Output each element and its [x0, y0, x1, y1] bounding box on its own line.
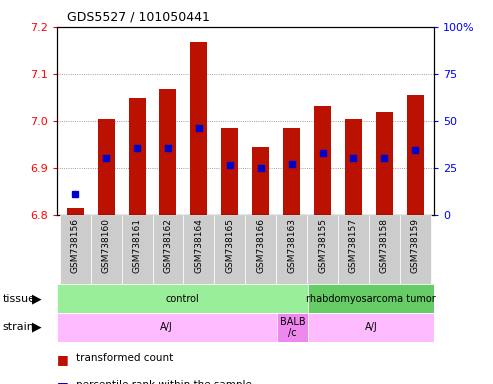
Bar	[57, 284, 308, 313]
Bar	[252, 147, 269, 215]
Text: GSM738160: GSM738160	[102, 218, 110, 273]
Text: GSM738159: GSM738159	[411, 218, 420, 273]
Bar	[283, 128, 300, 215]
Text: GSM738157: GSM738157	[349, 218, 358, 273]
Bar	[152, 215, 183, 284]
Text: GSM738155: GSM738155	[318, 218, 327, 273]
Bar	[214, 215, 245, 284]
Text: GSM738156: GSM738156	[70, 218, 80, 273]
Bar	[122, 215, 152, 284]
Bar	[277, 313, 308, 342]
Bar	[338, 215, 369, 284]
Text: GDS5527 / 101050441: GDS5527 / 101050441	[67, 10, 210, 23]
Bar	[129, 98, 145, 215]
Bar	[407, 95, 424, 215]
Text: GSM738161: GSM738161	[133, 218, 141, 273]
Bar	[308, 284, 434, 313]
Text: ■: ■	[57, 380, 69, 384]
Text: rhabdomyosarcoma tumor: rhabdomyosarcoma tumor	[306, 293, 436, 304]
Bar	[276, 215, 307, 284]
Bar	[308, 313, 434, 342]
Bar	[190, 42, 208, 215]
Bar	[221, 128, 238, 215]
Bar	[369, 215, 400, 284]
Text: GSM738162: GSM738162	[164, 218, 173, 273]
Text: strain: strain	[2, 322, 35, 333]
Text: transformed count: transformed count	[76, 353, 174, 363]
Bar	[245, 215, 276, 284]
Text: tissue: tissue	[2, 293, 35, 304]
Bar	[159, 89, 176, 215]
Bar	[307, 215, 338, 284]
Bar	[314, 106, 331, 215]
Text: GSM738158: GSM738158	[380, 218, 389, 273]
Bar	[400, 215, 431, 284]
Bar	[183, 215, 214, 284]
Bar	[376, 113, 393, 215]
Text: ▶: ▶	[32, 321, 42, 334]
Text: A/J: A/J	[365, 322, 377, 333]
Bar	[57, 313, 277, 342]
Bar	[60, 215, 91, 284]
Text: GSM738165: GSM738165	[225, 218, 234, 273]
Text: ▶: ▶	[32, 292, 42, 305]
Text: ■: ■	[57, 353, 69, 366]
Text: percentile rank within the sample: percentile rank within the sample	[76, 380, 252, 384]
Text: GSM738163: GSM738163	[287, 218, 296, 273]
Bar	[91, 215, 122, 284]
Text: GSM738164: GSM738164	[194, 218, 204, 273]
Bar	[345, 119, 362, 215]
Text: control: control	[166, 293, 199, 304]
Text: A/J: A/J	[160, 322, 173, 333]
Text: GSM738166: GSM738166	[256, 218, 265, 273]
Bar	[67, 208, 84, 215]
Text: BALB
/c: BALB /c	[280, 316, 305, 338]
Bar	[98, 119, 115, 215]
